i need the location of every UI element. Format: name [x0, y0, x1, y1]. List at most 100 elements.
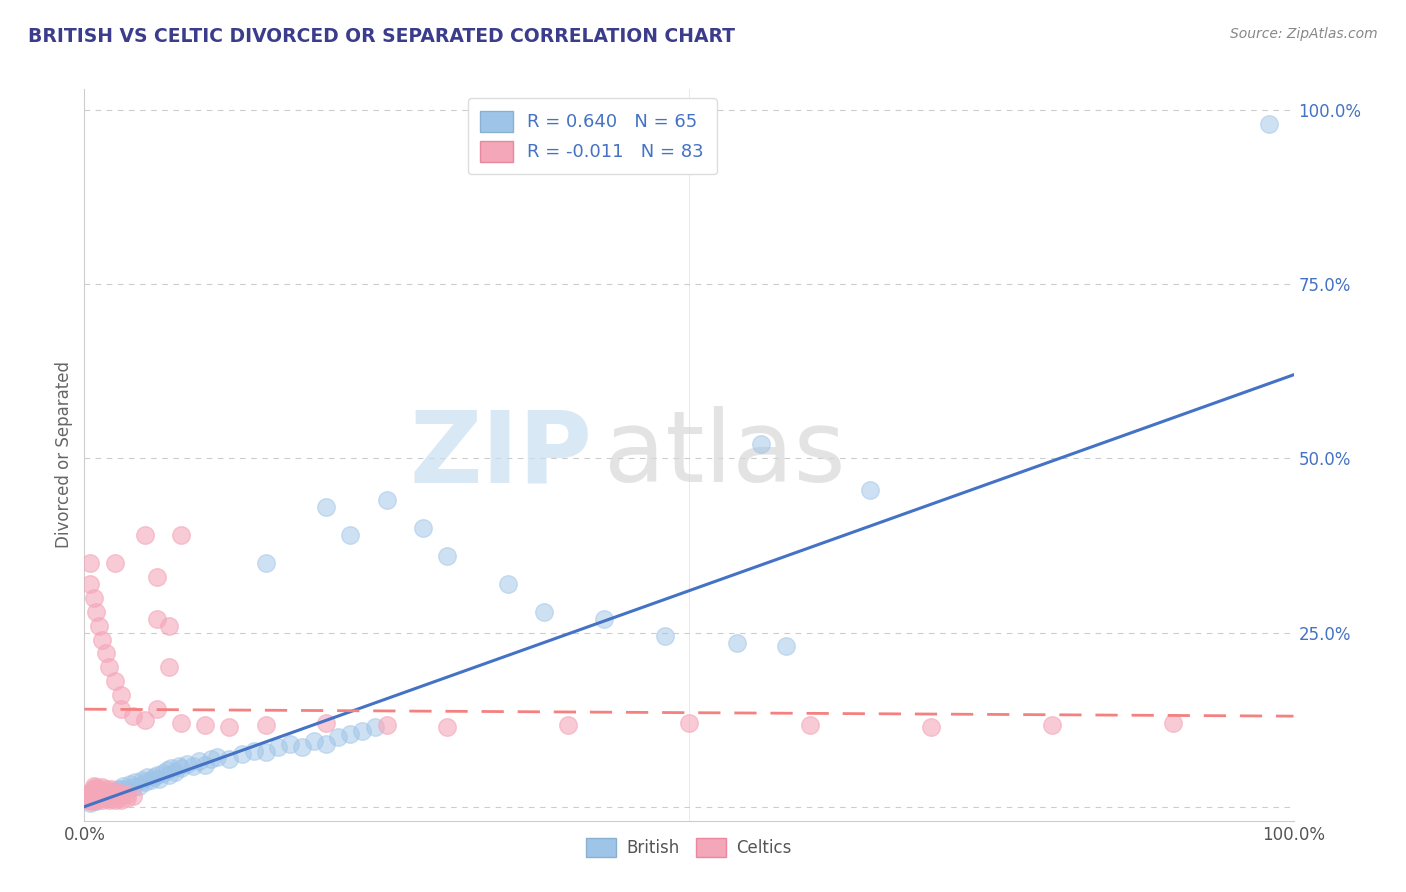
Point: [170, 716, 193, 731]
Point: [110, 702, 132, 716]
Point: [200, 752, 222, 766]
Point: [76, 793, 98, 807]
Point: [157, 768, 180, 782]
Point: [97, 789, 120, 804]
Point: [83, 779, 105, 793]
Point: [83, 793, 105, 807]
Point: [315, 716, 337, 731]
Point: [157, 618, 180, 632]
Point: [97, 660, 120, 674]
Point: [181, 759, 204, 773]
Point: [242, 744, 264, 758]
Point: [339, 528, 361, 542]
Point: [155, 764, 177, 778]
Point: [82, 794, 104, 808]
Point: [725, 636, 748, 650]
Point: [107, 791, 129, 805]
Point: [254, 745, 277, 759]
Point: [160, 761, 183, 775]
Point: [339, 726, 361, 740]
Point: [436, 549, 458, 563]
Point: [110, 688, 132, 702]
Point: [146, 702, 169, 716]
Point: [87, 787, 110, 801]
Point: [77, 789, 100, 804]
Text: atlas: atlas: [605, 407, 846, 503]
Point: [920, 720, 942, 734]
Point: [107, 787, 129, 801]
Point: [100, 787, 122, 801]
Point: [352, 724, 374, 739]
Point: [146, 612, 169, 626]
Point: [167, 759, 190, 773]
Point: [1161, 716, 1184, 731]
Point: [194, 758, 217, 772]
Point: [86, 605, 108, 619]
Point: [136, 771, 159, 785]
Point: [678, 716, 700, 731]
Point: [86, 794, 108, 808]
Point: [121, 780, 143, 795]
Point: [86, 780, 108, 795]
Point: [91, 793, 114, 807]
Point: [165, 764, 187, 779]
Point: [799, 717, 821, 731]
Point: [91, 786, 114, 800]
Point: [112, 779, 135, 793]
Point: [77, 786, 100, 800]
Point: [315, 500, 337, 515]
Point: [302, 733, 325, 747]
Point: [104, 789, 127, 804]
Point: [115, 791, 138, 805]
Point: [120, 777, 142, 791]
Point: [267, 740, 290, 755]
Point: [79, 796, 101, 810]
Point: [533, 605, 555, 619]
Point: [170, 528, 193, 542]
Point: [157, 660, 180, 674]
Point: [218, 752, 240, 766]
Point: [94, 782, 117, 797]
Point: [84, 782, 107, 797]
Point: [593, 612, 616, 626]
Point: [100, 791, 122, 805]
Point: [83, 786, 105, 800]
Point: [278, 737, 301, 751]
Point: [194, 717, 217, 731]
Point: [146, 768, 169, 782]
Point: [859, 483, 882, 497]
Point: [207, 749, 229, 764]
Point: [94, 787, 117, 801]
Point: [412, 521, 434, 535]
Point: [139, 773, 162, 788]
Point: [83, 591, 105, 605]
Point: [91, 632, 114, 647]
Point: [496, 576, 519, 591]
Point: [97, 789, 120, 804]
Point: [86, 793, 108, 807]
Point: [91, 780, 114, 795]
Point: [176, 756, 198, 771]
Point: [104, 784, 127, 798]
Point: [134, 775, 156, 789]
Text: ZIP: ZIP: [409, 407, 592, 503]
Point: [654, 629, 676, 643]
Text: Source: ZipAtlas.com: Source: ZipAtlas.com: [1230, 27, 1378, 41]
Point: [170, 761, 193, 775]
Point: [110, 789, 132, 804]
Point: [104, 674, 127, 689]
Point: [82, 791, 104, 805]
Point: [80, 793, 103, 807]
Point: [134, 713, 156, 727]
Point: [87, 791, 110, 805]
Point: [104, 786, 127, 800]
Point: [152, 766, 174, 780]
Point: [79, 794, 101, 808]
Text: BRITISH VS CELTIC DIVORCED OR SEPARATED CORRELATION CHART: BRITISH VS CELTIC DIVORCED OR SEPARATED …: [28, 27, 735, 45]
Point: [100, 782, 122, 797]
Point: [148, 772, 170, 786]
Point: [218, 720, 240, 734]
Point: [328, 730, 350, 744]
Point: [87, 618, 110, 632]
Point: [121, 789, 143, 804]
